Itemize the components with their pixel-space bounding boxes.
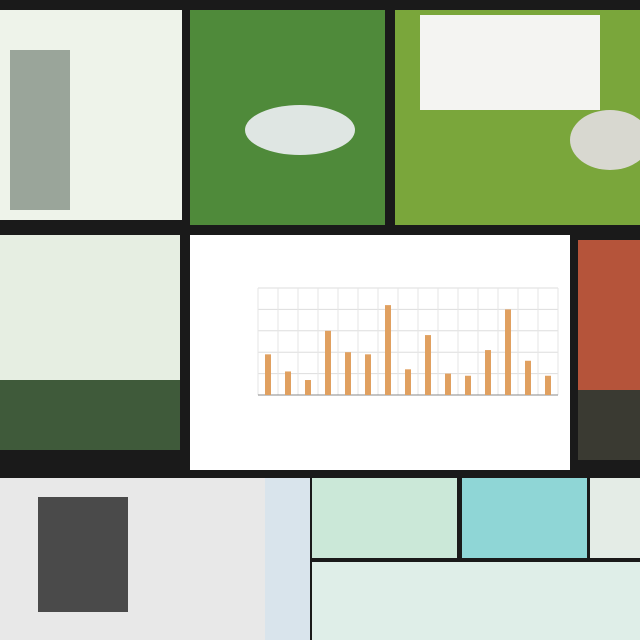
panel-figure — [10, 50, 70, 210]
bar — [425, 335, 431, 395]
panel-illustration — [312, 562, 640, 640]
bar — [305, 380, 311, 395]
plot — [257, 287, 559, 396]
panel-photo — [578, 390, 640, 460]
panel-illustration — [590, 478, 640, 558]
panel-inset — [420, 15, 600, 110]
photo-object — [570, 110, 640, 170]
bar — [325, 330, 331, 395]
panel-document — [265, 478, 310, 640]
bar — [385, 305, 391, 395]
bar — [465, 375, 471, 395]
bar — [405, 369, 411, 395]
bar — [505, 309, 511, 395]
bar — [445, 373, 451, 395]
panel-illustration — [462, 478, 587, 558]
bar — [345, 352, 351, 395]
panel-photo — [578, 240, 640, 390]
photo-object — [245, 105, 355, 155]
bar — [285, 371, 291, 395]
panel-photo-strip — [0, 380, 180, 450]
bar — [485, 350, 491, 395]
bar — [365, 354, 371, 395]
panel-illustration — [312, 478, 457, 558]
bar — [265, 354, 271, 395]
panel-figure — [38, 497, 128, 612]
bar — [525, 360, 531, 395]
bar — [545, 375, 551, 395]
